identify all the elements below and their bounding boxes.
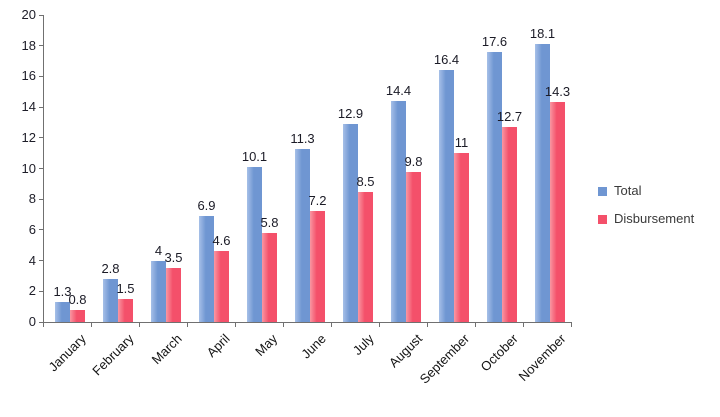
legend-swatch-disbursement-icon <box>598 214 607 224</box>
bar-total-october <box>487 51 502 322</box>
value-label-disbursement-january: 0.8 <box>68 291 87 307</box>
x-axis-tick <box>475 323 476 327</box>
bar-disbursement-january <box>70 309 85 322</box>
bar-disbursement-october <box>502 127 517 322</box>
legend-label-total: Total <box>614 183 642 198</box>
value-label-total-september: 16.4 <box>433 52 460 68</box>
y-axis-tick <box>39 75 43 77</box>
y-axis-tick-label: 16 <box>21 68 36 84</box>
bar-disbursement-august <box>406 171 421 322</box>
value-label-disbursement-february: 1.5 <box>116 280 135 296</box>
bar-disbursement-july <box>358 191 373 322</box>
bar-disbursement-november <box>550 102 565 322</box>
bar-total-august <box>391 100 406 322</box>
y-axis-tick-label: 8 <box>28 191 36 207</box>
x-axis-tick <box>283 323 284 327</box>
y-axis-tick-label: 6 <box>28 221 36 237</box>
y-axis-tick <box>39 137 43 139</box>
value-label-total-january: 1.3 <box>53 284 72 300</box>
bar-disbursement-september <box>454 153 469 322</box>
value-label-disbursement-april: 4.6 <box>212 233 231 249</box>
y-axis-tick <box>39 106 43 108</box>
y-axis-tick-label: 14 <box>21 99 36 115</box>
value-label-total-april: 6.9 <box>197 198 216 214</box>
value-label-disbursement-may: 5.8 <box>260 214 279 230</box>
value-label-total-march: 4 <box>154 242 163 258</box>
value-label-disbursement-june: 7.2 <box>308 193 327 209</box>
y-axis-tick-label: 18 <box>21 37 36 53</box>
y-axis-tick <box>39 45 43 47</box>
value-label-disbursement-july: 8.5 <box>356 173 375 189</box>
y-axis-tick <box>39 14 43 16</box>
y-axis-line <box>43 15 44 323</box>
y-axis-tick <box>39 168 43 169</box>
bar-total-march <box>151 260 166 322</box>
y-axis-tick-label: 20 <box>21 7 36 22</box>
x-axis-tick <box>571 323 572 327</box>
legend-item-disbursement: Disbursement <box>598 212 694 226</box>
x-axis-label-november: November <box>515 331 569 385</box>
y-axis-tick <box>39 229 43 231</box>
x-axis-label-september: September <box>417 331 473 387</box>
bar-disbursement-may <box>262 232 277 322</box>
x-axis-label-june: June <box>298 331 329 362</box>
x-axis-label-august: August <box>385 331 425 371</box>
bar-total-july <box>343 123 358 322</box>
x-axis-tick <box>235 323 236 327</box>
value-label-total-june: 11.3 <box>290 130 315 146</box>
bar-disbursement-june <box>310 211 325 322</box>
x-axis-label-april: April <box>203 331 233 361</box>
x-axis-tick <box>523 323 524 327</box>
value-label-disbursement-november: 14.3 <box>544 84 571 100</box>
value-label-disbursement-march: 3.5 <box>164 250 183 266</box>
y-axis-tick-label: 10 <box>21 160 36 176</box>
x-axis-label-july: July <box>349 331 377 358</box>
y-axis-tick-label: 12 <box>21 129 36 145</box>
value-label-disbursement-october: 12.7 <box>496 109 523 125</box>
y-axis-tick-label: 0 <box>28 314 36 329</box>
y-axis-tick-label: 2 <box>28 283 36 299</box>
x-axis-label-february: February <box>89 331 137 379</box>
bar-disbursement-march <box>166 268 181 322</box>
bar-total-june <box>295 148 310 322</box>
value-label-total-july: 12.9 <box>337 105 364 121</box>
bar-total-may <box>247 166 262 322</box>
x-axis-label-march: March <box>148 331 185 368</box>
bar-total-september <box>439 70 454 322</box>
bar-total-january <box>55 302 70 322</box>
value-label-total-february: 2.8 <box>101 261 120 277</box>
bar-disbursement-february <box>118 298 133 322</box>
x-axis-tick <box>427 323 428 327</box>
x-axis-tick <box>379 323 380 327</box>
legend-item-total: Total <box>598 184 694 198</box>
x-axis-tick <box>331 323 332 327</box>
bar-total-november <box>535 44 550 322</box>
value-label-disbursement-august: 9.8 <box>404 153 423 169</box>
value-label-disbursement-september: 11 <box>454 135 469 151</box>
x-axis-tick <box>187 323 188 327</box>
y-axis-tick <box>39 260 43 262</box>
y-axis-tick <box>39 321 43 323</box>
value-label-total-may: 10.1 <box>241 148 268 164</box>
value-label-total-november: 18.1 <box>529 26 556 42</box>
x-axis-label-october: October <box>477 331 521 375</box>
y-axis-tick <box>39 290 43 292</box>
x-axis-tick <box>91 323 92 327</box>
x-axis-tick <box>139 323 140 327</box>
y-axis-tick-label: 4 <box>28 252 36 268</box>
x-axis-tick <box>43 323 44 327</box>
bar-total-april <box>199 216 214 322</box>
value-label-total-october: 17.6 <box>481 33 508 49</box>
legend-label-disbursement: Disbursement <box>614 211 695 226</box>
value-label-total-august: 14.4 <box>385 82 412 98</box>
y-axis-tick <box>39 198 43 200</box>
x-axis-line <box>43 322 572 323</box>
chart-legend: Total Disbursement <box>598 184 694 226</box>
x-axis-label-may: May <box>252 331 281 359</box>
bar-total-february <box>103 279 118 322</box>
legend-swatch-total-icon <box>598 186 607 196</box>
bar-disbursement-april <box>214 251 229 322</box>
x-axis-label-january: January <box>45 331 89 375</box>
